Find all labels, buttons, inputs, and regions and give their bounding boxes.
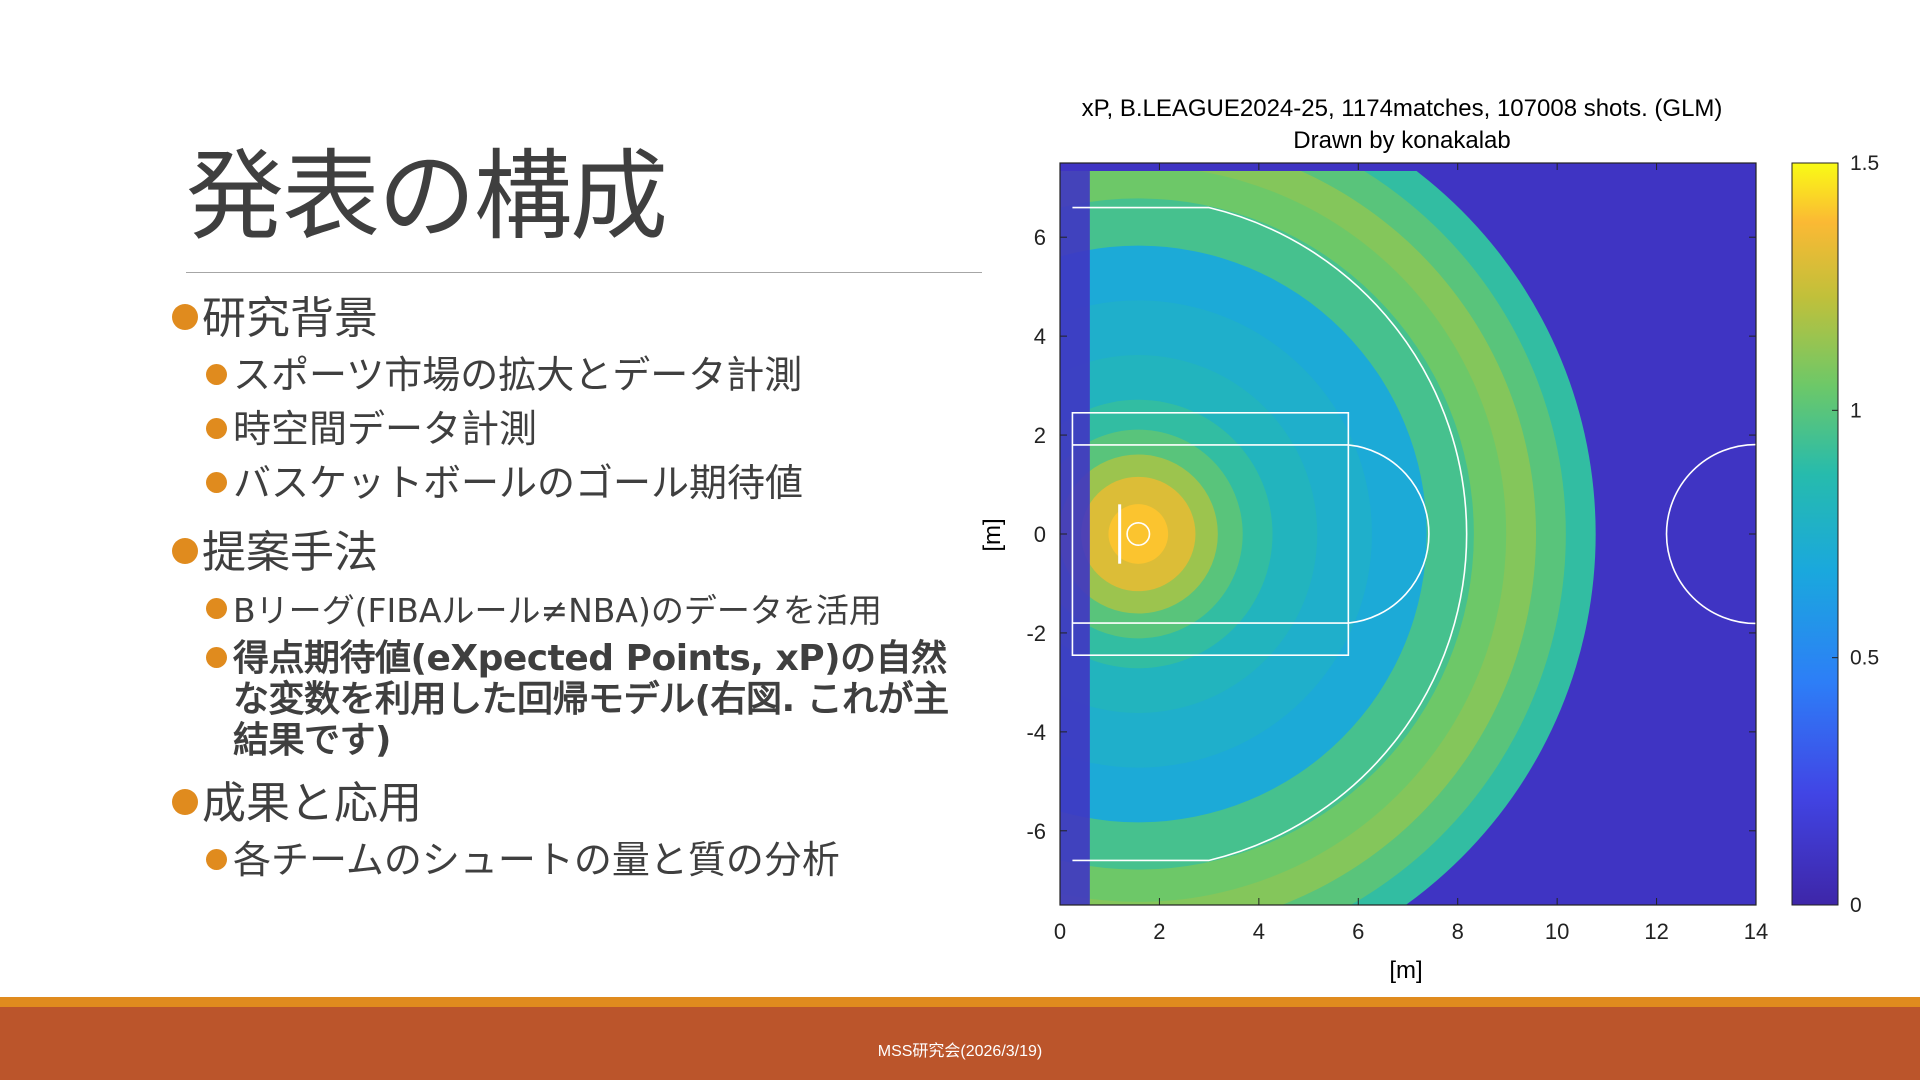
list-item-text: Bリーグ(FIBAルール≠NBA)のデータを活用 xyxy=(233,591,882,630)
list-item-text: 時空間データ計測 xyxy=(233,407,538,451)
footer-accent-line xyxy=(0,997,1920,1007)
x-tick-label: 10 xyxy=(1545,919,1569,944)
heatmap-area xyxy=(1060,163,1756,905)
title-divider xyxy=(186,272,982,273)
list-item-text: スポーツ市場の拡大とデータ計測 xyxy=(233,353,803,397)
list-item: バスケットボールのゴール期待値 xyxy=(206,456,972,510)
bullet-dot-icon xyxy=(172,304,198,330)
colorbar-tick-label: 1 xyxy=(1850,399,1862,422)
chart-subtitle: Drawn by konakalab xyxy=(1293,127,1510,154)
y-tick-label: 4 xyxy=(1034,324,1046,349)
x-tick-label: 0 xyxy=(1054,919,1066,944)
list-item-main-result: 得点期待値(eXpected Points, xP)の自然な変数を利用した回帰モ… xyxy=(206,638,973,761)
bullet-dot-icon xyxy=(172,538,198,564)
x-tick-label: 12 xyxy=(1644,919,1668,944)
top-edge-strip xyxy=(1060,163,1756,171)
chart-svg: xP, B.LEAGUE2024-25, 1174matches, 107008… xyxy=(979,95,1879,984)
footer-text: MSS研究会(2026/3/19) xyxy=(877,1043,1043,1060)
chart-title: xP, B.LEAGUE2024-25, 1174matches, 107008… xyxy=(1082,95,1723,122)
axes: 0 2 4 6 8 10 12 14 6 4 2 0 -2 -4 -6 xyxy=(1026,162,1768,944)
y-tick-label: -6 xyxy=(1026,819,1046,844)
colorbar-tick-label: 1.5 xyxy=(1850,152,1879,175)
y-tick-label: -4 xyxy=(1026,720,1046,745)
y-axis-label: [m] xyxy=(979,518,1006,551)
contour-band xyxy=(1108,504,1169,564)
list-item: 各チームのシュートの量と質の分析 xyxy=(206,833,972,887)
colorbar xyxy=(1791,162,1839,906)
list-item: Bリーグ(FIBAルール≠NBA)のデータを活用 xyxy=(206,582,972,638)
bullet-dot-icon xyxy=(206,646,227,668)
bullet-dot-icon xyxy=(206,364,227,385)
three-point-line xyxy=(1072,206,1468,862)
colorbar-tick-label: 0 xyxy=(1850,894,1862,917)
list-item: スポーツ市場の拡大とデータ計測 xyxy=(206,348,972,402)
free-throw-circle xyxy=(1072,444,1430,624)
list-item-text: 各チームのシュートの量と質の分析 xyxy=(233,838,840,882)
bullet-dot-icon xyxy=(172,789,198,815)
bullet-dot-icon xyxy=(206,598,227,619)
x-tick-label: 6 xyxy=(1352,919,1364,944)
x-tick-label: 14 xyxy=(1744,919,1768,944)
xp-heatmap-chart: xP, B.LEAGUE2024-25, 1174matches, 107008… xyxy=(960,80,1900,1000)
section-heading-text: 研究背景 xyxy=(202,293,378,344)
colorbar-tick-label: 0.5 xyxy=(1850,647,1879,670)
list-item-text: バスケットボールのゴール期待値 xyxy=(233,461,804,505)
x-tick-label: 4 xyxy=(1253,919,1265,944)
section-heading-text: 成果と応用 xyxy=(202,778,422,829)
section-heading-results: 成果と応用 xyxy=(172,775,972,833)
x-axis-label: [m] xyxy=(1389,957,1422,984)
bullet-dot-icon xyxy=(206,418,227,439)
y-tick-label: 6 xyxy=(1034,225,1046,250)
bullet-dot-icon xyxy=(206,849,227,870)
colorbar-ticks: 1.5 1 0.5 0 xyxy=(1832,152,1879,917)
list-item-text: 得点期待値(eXpected Points, xP)の自然な変数を利用した回帰モ… xyxy=(233,638,949,761)
basket-rim xyxy=(1126,522,1151,546)
y-tick-label: -2 xyxy=(1026,621,1046,646)
section-heading-text: 提案手法 xyxy=(202,527,378,578)
y-tick-label: 2 xyxy=(1034,423,1046,448)
x-tick-label: 2 xyxy=(1153,919,1165,944)
list-item: 時空間データ計測 xyxy=(206,402,972,456)
bullet-list: 研究背景 スポーツ市場の拡大とデータ計測 時空間データ計測 バスケットボールのゴ… xyxy=(172,290,972,887)
x-tick-label: 8 xyxy=(1452,919,1464,944)
footer-band xyxy=(0,1007,1920,1080)
y-tick-label: 0 xyxy=(1034,522,1046,547)
section-heading-method: 提案手法 xyxy=(172,524,972,582)
paint-area xyxy=(1071,412,1350,656)
slide-title: 発表の構成 xyxy=(186,140,668,254)
bullet-dot-icon xyxy=(206,472,227,493)
section-heading-background: 研究背景 xyxy=(172,290,972,348)
